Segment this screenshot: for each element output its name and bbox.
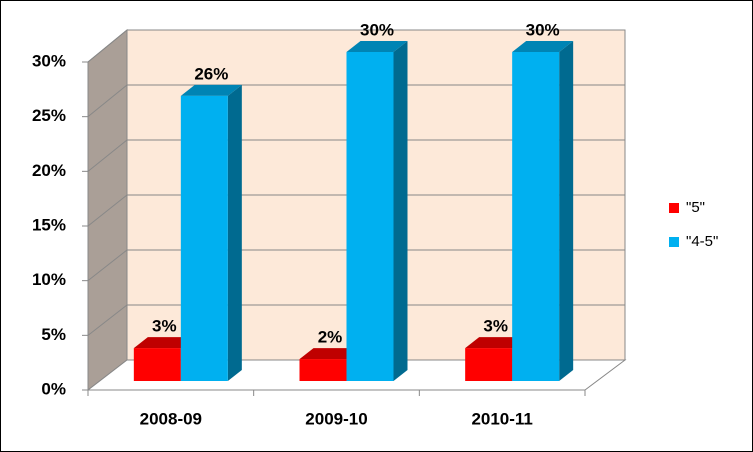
y-tick-label: 15% (32, 215, 66, 234)
grid-line (87, 139, 625, 172)
y-tick-label: 20% (32, 161, 66, 180)
value-label: 3% (152, 317, 177, 336)
legend-label: "4-5" (686, 233, 718, 250)
bar (180, 95, 228, 381)
bar-top (512, 41, 574, 52)
y-tick-label: 25% (32, 106, 66, 125)
bar-top (465, 337, 527, 349)
bar (465, 348, 513, 381)
bar-side (227, 84, 242, 381)
x-tick-label: 2008-09 (140, 409, 202, 428)
value-label: 26% (194, 64, 228, 83)
bar-top (133, 337, 195, 349)
bar-side (393, 41, 408, 381)
grid-line (87, 249, 625, 282)
value-label: 2% (318, 328, 343, 347)
y-tick-label: 0% (41, 379, 66, 398)
legend-swatch (669, 237, 679, 247)
bar-top (180, 84, 242, 96)
grid-line (87, 304, 625, 336)
y-tick-label: 30% (32, 51, 66, 70)
bar-top (299, 348, 361, 360)
y-tick-label: 5% (41, 325, 66, 344)
bar (299, 359, 347, 381)
x-tick-label: 2009-10 (305, 409, 367, 428)
bar (133, 348, 181, 381)
value-label: 30% (360, 20, 394, 39)
grid-line (87, 84, 625, 118)
bar-side (559, 41, 574, 381)
bar (346, 52, 394, 381)
y-tick-label: 10% (32, 270, 66, 289)
grid-line (87, 29, 625, 63)
grid-line (87, 194, 625, 227)
value-label: 3% (483, 317, 508, 336)
x-tick-label: 2010-11 (471, 409, 532, 428)
legend-label: "5" (686, 199, 705, 216)
bar (512, 52, 560, 381)
value-label: 30% (526, 20, 560, 39)
bar-top (346, 41, 408, 52)
legend-swatch (669, 203, 679, 213)
